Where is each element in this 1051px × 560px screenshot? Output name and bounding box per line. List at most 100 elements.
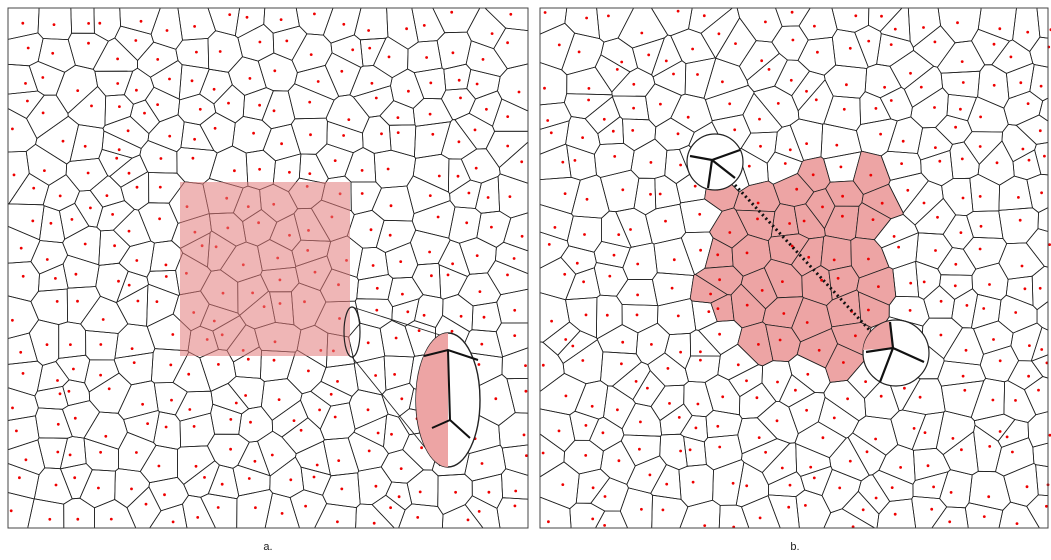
- voronoi-cell: [566, 144, 597, 181]
- voronoi-cell: [936, 40, 986, 74]
- site: [636, 262, 640, 266]
- site: [804, 504, 807, 507]
- circle-edges: [865, 321, 925, 383]
- site: [918, 395, 922, 399]
- site: [74, 272, 78, 276]
- site: [155, 300, 159, 303]
- voronoi-cell: [575, 468, 611, 504]
- site: [158, 185, 162, 189]
- site: [457, 78, 461, 82]
- site: [375, 286, 379, 290]
- site: [978, 145, 982, 148]
- site: [841, 214, 844, 218]
- voronoi-cell: [789, 118, 824, 161]
- voronoi-cell: [820, 235, 852, 272]
- voronoi-cell: [94, 70, 134, 97]
- site: [820, 278, 823, 282]
- site: [524, 389, 528, 393]
- site: [755, 396, 759, 400]
- site: [699, 358, 702, 362]
- site: [608, 274, 612, 278]
- voronoi-cell: [1015, 114, 1049, 145]
- site: [647, 53, 651, 57]
- site: [475, 82, 479, 86]
- site: [425, 56, 428, 59]
- site: [158, 217, 162, 221]
- voronoi-cell: [940, 70, 981, 98]
- site: [89, 206, 92, 210]
- site: [99, 343, 103, 346]
- voronoi-cell: [390, 68, 425, 109]
- site: [758, 516, 762, 520]
- site: [668, 402, 671, 405]
- site: [665, 482, 669, 486]
- site: [649, 161, 653, 164]
- site: [1038, 286, 1042, 290]
- voronoi-cell: [972, 320, 1014, 355]
- voronoi-cell: [438, 264, 469, 300]
- site: [428, 194, 432, 198]
- site: [696, 402, 700, 406]
- site: [716, 307, 720, 310]
- site: [73, 476, 77, 480]
- voronoi-cell: [879, 7, 911, 42]
- site: [87, 22, 90, 25]
- voronoi-cell: [344, 147, 377, 183]
- site: [1015, 522, 1019, 525]
- voronoi-cell: [569, 502, 606, 529]
- site: [960, 157, 964, 161]
- site: [778, 338, 782, 342]
- site: [747, 164, 751, 168]
- site: [956, 21, 959, 25]
- site: [821, 436, 825, 440]
- voronoi-cell: [496, 288, 529, 324]
- voronoi-cell: [539, 341, 565, 393]
- site: [965, 304, 969, 307]
- site: [393, 373, 396, 376]
- voronoi-cell: [146, 283, 180, 328]
- site: [664, 59, 668, 63]
- voronoi-cell: [659, 433, 688, 471]
- voronoi-cell: [441, 504, 484, 529]
- site: [272, 109, 276, 113]
- voronoi-cell: [101, 130, 142, 159]
- voronoi-cell: [697, 319, 743, 356]
- voronoi-cell: [178, 64, 210, 101]
- site: [621, 188, 625, 192]
- site: [963, 388, 967, 392]
- voronoi-cell: [912, 471, 949, 500]
- site: [757, 436, 761, 439]
- site: [585, 197, 589, 201]
- site: [930, 507, 934, 511]
- site: [679, 350, 682, 354]
- site: [734, 42, 737, 45]
- voronoi-cell: [93, 7, 122, 42]
- site: [135, 185, 139, 189]
- voronoi-cell: [735, 461, 769, 508]
- site: [728, 231, 732, 234]
- site: [731, 481, 735, 485]
- voronoi-cell: [102, 115, 150, 149]
- voronoi-cell: [182, 494, 217, 529]
- voronoi-cell: [362, 115, 392, 154]
- site: [897, 245, 900, 249]
- voronoi-cell: [7, 261, 40, 302]
- voronoi-cell: [442, 294, 474, 333]
- site: [832, 258, 836, 262]
- voronoi-cell: [148, 503, 188, 529]
- site: [953, 284, 957, 288]
- site: [577, 50, 581, 54]
- site: [127, 283, 131, 287]
- site: [640, 31, 644, 35]
- voronoi-cell: [7, 225, 41, 264]
- voronoi-cell: [651, 494, 689, 529]
- site: [584, 313, 588, 317]
- site: [76, 89, 80, 92]
- site: [736, 363, 740, 367]
- site: [978, 247, 982, 251]
- voronoi-cell: [384, 241, 419, 279]
- site: [56, 450, 60, 454]
- site: [371, 264, 375, 267]
- site: [277, 398, 281, 401]
- site: [477, 510, 481, 513]
